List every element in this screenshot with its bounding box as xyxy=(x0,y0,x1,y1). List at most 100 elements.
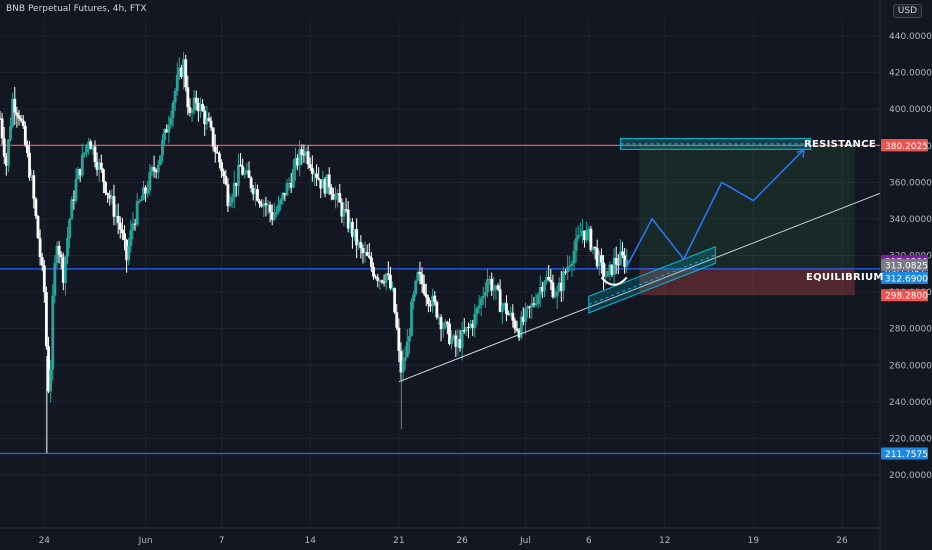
candle-up xyxy=(83,152,86,155)
candle-up xyxy=(192,97,196,111)
candle-down xyxy=(300,149,304,155)
candle-down xyxy=(422,284,426,294)
candle-down xyxy=(399,350,403,373)
candle-down xyxy=(351,222,354,237)
candle-down xyxy=(251,188,255,195)
accumulation-arc xyxy=(600,276,628,286)
candle-down xyxy=(564,271,567,273)
candle-down xyxy=(19,118,23,121)
candle-down xyxy=(15,112,19,116)
candle-up xyxy=(167,125,171,133)
candle-down xyxy=(386,273,390,275)
candle-up xyxy=(408,336,411,342)
candle-down xyxy=(616,264,620,266)
candle-up xyxy=(410,301,413,337)
candle-down xyxy=(329,187,333,195)
candle-up xyxy=(460,329,464,349)
y-tick-label: 280.0000 xyxy=(889,325,932,335)
candle-down xyxy=(102,169,105,182)
candle-down xyxy=(365,252,369,256)
currency-button[interactable]: USD xyxy=(892,4,922,18)
candle-down xyxy=(623,255,627,267)
candle-up xyxy=(336,193,340,196)
candle-up xyxy=(137,201,141,203)
candle-up xyxy=(158,155,162,165)
candle-down xyxy=(152,167,156,171)
candle-down xyxy=(0,118,2,120)
projection-path xyxy=(626,148,805,267)
candle-down xyxy=(462,329,466,332)
candle-down xyxy=(61,257,65,283)
candle-up xyxy=(483,292,487,296)
candle-down xyxy=(28,152,31,178)
x-tick-label: 24 xyxy=(39,536,51,546)
candle-down xyxy=(610,264,614,275)
candle-down xyxy=(327,174,331,188)
candle-up xyxy=(456,339,460,347)
candle-up xyxy=(321,179,325,189)
candle-up xyxy=(279,199,283,205)
candle-down xyxy=(209,120,213,128)
candle-up xyxy=(53,263,57,296)
candle-up xyxy=(452,335,456,339)
candle-down xyxy=(264,203,268,206)
price-label-bg xyxy=(881,447,928,460)
candle-down xyxy=(458,339,462,349)
candle-up xyxy=(486,279,489,293)
candle-up xyxy=(473,313,477,328)
candle-up xyxy=(150,167,154,172)
candle-up xyxy=(156,164,160,173)
candle-down xyxy=(47,346,50,392)
candle-down xyxy=(389,274,392,289)
candle-down xyxy=(359,242,363,249)
candle-up xyxy=(161,140,164,156)
candle-up xyxy=(9,126,12,140)
candle-down xyxy=(308,164,312,168)
candle-up xyxy=(243,172,247,175)
candle-up xyxy=(11,98,15,127)
candle-down xyxy=(222,171,226,177)
candle-up xyxy=(110,196,114,199)
y-tick-label: 220.0000 xyxy=(889,434,932,444)
candle-up xyxy=(378,280,382,282)
x-tick-label: 26 xyxy=(456,536,468,546)
candle-down xyxy=(439,317,443,330)
y-tick-label: 360.0000 xyxy=(889,178,932,188)
candle-down xyxy=(361,248,365,254)
candle-up xyxy=(464,327,468,332)
y-tick-label: 340.0000 xyxy=(889,215,932,225)
resistance-zone-box xyxy=(619,137,811,150)
candle-down xyxy=(34,198,38,217)
trend-channel-midline xyxy=(588,254,716,306)
candle-up xyxy=(205,117,209,125)
candle-up xyxy=(272,214,276,220)
candle-down xyxy=(393,288,397,313)
candle-down xyxy=(372,267,375,277)
candle-up xyxy=(477,305,481,309)
candle-up xyxy=(66,238,69,257)
candle-up xyxy=(391,288,394,290)
candle-up xyxy=(49,369,53,392)
candle-down xyxy=(374,276,378,278)
candle-up xyxy=(572,251,576,264)
candle-up xyxy=(291,168,295,188)
candle-up xyxy=(357,242,361,246)
candle-up xyxy=(55,245,59,264)
candle-down xyxy=(45,292,48,347)
candle-down xyxy=(355,228,359,246)
candle-up xyxy=(129,230,133,246)
candle-up xyxy=(606,271,610,277)
candle-down xyxy=(93,146,97,163)
candle-up xyxy=(285,183,289,196)
candle-down xyxy=(180,67,183,78)
candle-down xyxy=(89,141,93,150)
candle-down xyxy=(17,115,21,119)
candle-down xyxy=(4,156,8,166)
candle-up xyxy=(492,288,496,291)
price-label: 298.2800 xyxy=(885,292,928,302)
candle-down xyxy=(201,104,204,111)
candle-down xyxy=(600,255,603,263)
candle-down xyxy=(583,230,586,241)
candle-up xyxy=(287,182,291,184)
